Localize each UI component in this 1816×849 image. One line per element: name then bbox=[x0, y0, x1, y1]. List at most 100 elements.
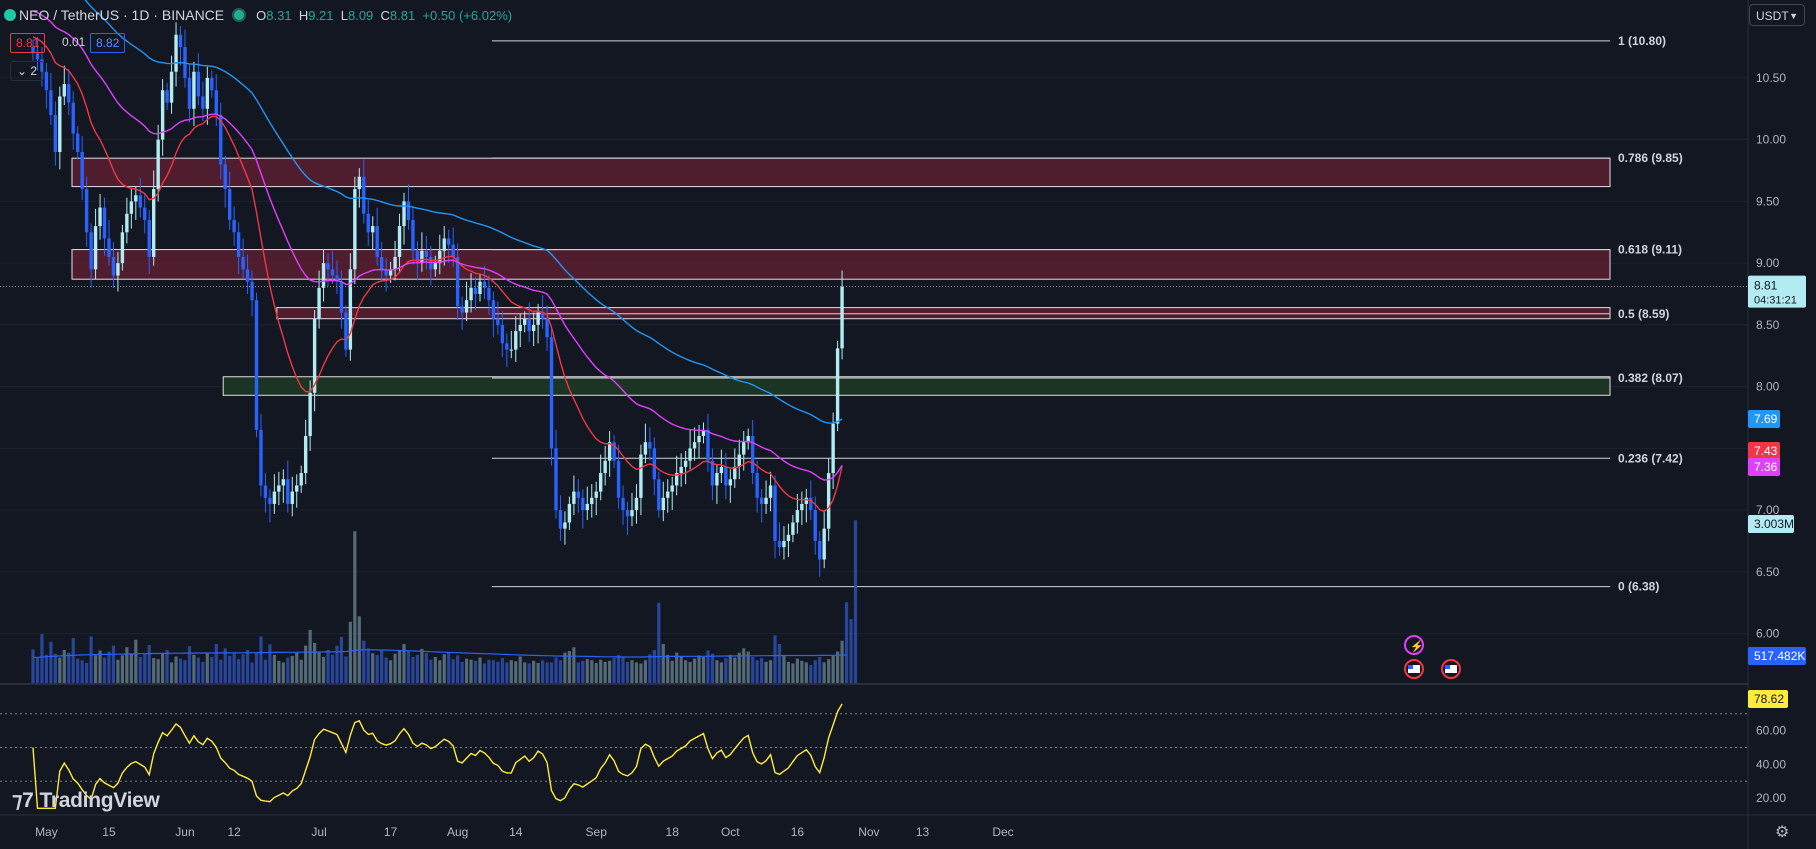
volume-bar bbox=[321, 656, 326, 683]
volume-bar bbox=[380, 649, 384, 683]
volume-bar bbox=[71, 638, 75, 683]
candle bbox=[76, 126, 80, 160]
us-flag-event-icon bbox=[1441, 659, 1461, 679]
volume-bar bbox=[684, 660, 688, 683]
volume-bar bbox=[111, 645, 116, 683]
last-price-badge: 8.81 04:31:21 bbox=[1748, 275, 1806, 308]
candle bbox=[777, 522, 782, 556]
candle bbox=[272, 474, 277, 514]
high-value: 9.21 bbox=[308, 7, 334, 23]
candle bbox=[692, 427, 697, 461]
volume-bar bbox=[487, 659, 491, 683]
volume-bar bbox=[143, 654, 147, 683]
volume-bar bbox=[53, 653, 57, 683]
symbol-title[interactable]: NEO / TetherUS · 1D · BINANCE bbox=[19, 7, 225, 23]
time-tick-label: Nov bbox=[858, 825, 879, 839]
volume-bar bbox=[822, 662, 826, 683]
candle bbox=[683, 450, 688, 485]
candle bbox=[643, 423, 648, 464]
candle bbox=[482, 265, 487, 299]
tradingview-logo[interactable]: ⁊7 TradingView bbox=[12, 788, 160, 813]
volume-bar bbox=[460, 661, 464, 683]
ema-badge-text: 7.43 bbox=[1754, 444, 1778, 458]
time-tick-label: 16 bbox=[791, 825, 805, 839]
candle bbox=[666, 479, 670, 513]
candle bbox=[397, 213, 402, 272]
ema-badge: 7.36 bbox=[1748, 458, 1780, 476]
candle bbox=[259, 413, 263, 497]
fib-label: 0.5 (8.59) bbox=[1618, 307, 1669, 321]
candle bbox=[192, 61, 196, 127]
candle bbox=[764, 480, 768, 514]
fib-label: 0.382 (8.07) bbox=[1618, 371, 1683, 385]
candle bbox=[236, 222, 241, 275]
volume-bar bbox=[603, 661, 607, 683]
price-tick-label: 10.00 bbox=[1756, 133, 1786, 147]
neo-coin-icon bbox=[4, 9, 16, 21]
volume-bar bbox=[389, 660, 393, 683]
resistance-zone bbox=[276, 307, 1611, 320]
volume-bar bbox=[563, 652, 567, 683]
candle bbox=[362, 159, 366, 224]
candle bbox=[178, 26, 183, 66]
price-tick-label: 8.00 bbox=[1756, 380, 1780, 394]
volume-bar bbox=[272, 654, 276, 683]
volume-bar bbox=[549, 662, 554, 683]
candle bbox=[295, 474, 299, 508]
volume-bar bbox=[827, 659, 831, 683]
rsi-badge: 78.62 bbox=[1748, 690, 1788, 708]
indicators-collapse-button[interactable]: ⌄ 2 bbox=[10, 61, 45, 81]
candle bbox=[800, 491, 804, 525]
candle bbox=[353, 176, 357, 285]
volume-badge-text: 3.003M bbox=[1754, 517, 1794, 531]
candle bbox=[464, 281, 469, 322]
volume-bar bbox=[228, 655, 232, 683]
volume-bar bbox=[438, 660, 442, 683]
candle bbox=[312, 310, 317, 412]
volume-bar bbox=[107, 651, 111, 683]
fib-label: 1 (10.80) bbox=[1618, 34, 1666, 48]
candle bbox=[169, 55, 174, 114]
buy-price-button[interactable]: 8.82 bbox=[90, 33, 126, 53]
candle bbox=[232, 206, 236, 246]
volume-bar bbox=[836, 651, 840, 683]
price-tick-label: 6.50 bbox=[1756, 565, 1780, 579]
time-tick-label: Oct bbox=[721, 825, 740, 839]
volume-bar bbox=[290, 655, 294, 683]
candle bbox=[49, 72, 53, 125]
volume-bar bbox=[608, 660, 612, 683]
candle bbox=[688, 429, 692, 470]
time-axis[interactable]: May 15 Jun 12 Jul 17 Aug 14 Sep 18 Oct 16 Nov 13 Dec bbox=[35, 825, 1014, 839]
volume-bar bbox=[406, 651, 411, 683]
candle bbox=[563, 511, 567, 545]
volume-bar bbox=[245, 649, 250, 683]
sell-price-button[interactable]: 8.81 bbox=[10, 33, 46, 53]
volume-bar bbox=[840, 640, 844, 683]
volume-bar bbox=[514, 661, 518, 683]
volume-bar bbox=[31, 649, 35, 683]
price-tick-label: 6.00 bbox=[1756, 627, 1780, 641]
market-status-icon[interactable] bbox=[232, 8, 247, 22]
volume-bar bbox=[554, 657, 558, 683]
volume-bar bbox=[371, 653, 375, 683]
candle bbox=[290, 476, 294, 517]
volume-bar bbox=[536, 662, 540, 683]
candles bbox=[31, 22, 844, 577]
candle bbox=[581, 489, 585, 529]
volume-bar bbox=[786, 661, 791, 683]
candle bbox=[625, 501, 630, 535]
price-axis[interactable]: 6.006.507.007.508.008.509.009.5010.0010.… bbox=[0, 71, 1806, 805]
candle bbox=[791, 515, 795, 543]
ema-badge-text: 7.69 bbox=[1754, 412, 1778, 426]
time-tick-label: Aug bbox=[447, 825, 468, 839]
gear-icon[interactable]: ⚙ bbox=[1775, 824, 1790, 841]
volume-bar bbox=[102, 657, 107, 683]
currency-selector[interactable]: USDT ▼ bbox=[1749, 4, 1805, 26]
candle bbox=[572, 475, 576, 516]
candle bbox=[621, 485, 625, 525]
rsi-badge-text: 78.62 bbox=[1754, 692, 1784, 706]
volume-bar bbox=[281, 662, 285, 683]
candle bbox=[433, 255, 437, 277]
